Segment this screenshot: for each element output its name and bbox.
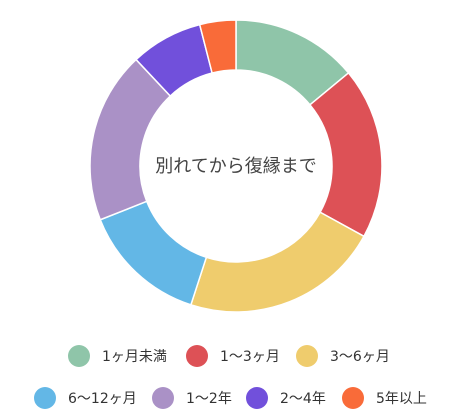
legend-swatch [296,345,318,367]
legend-item[interactable]: 5年以上 [342,386,427,410]
legend-item[interactable]: 1ヶ月未満 [68,344,167,368]
center-label: 別れてから復縁まで [155,156,316,177]
legend-label: 2〜4年 [280,391,326,407]
donut-svg: 別れてから復縁まで [89,19,383,313]
legend-swatch [342,387,364,409]
legend-label: 1〜3ヶ月 [220,349,280,365]
legend-label: 3〜6ヶ月 [330,349,390,365]
legend-row: 6〜12ヶ月 1〜2年 2〜4年 5年以上 [0,386,464,410]
legend-swatch [34,387,56,409]
legend-swatch [68,345,90,367]
legend-row: 1ヶ月未満 1〜3ヶ月 3〜6ヶ月 [0,344,464,368]
legend-swatch [246,387,268,409]
legend-item[interactable]: 2〜4年 [246,386,326,410]
legend-item[interactable]: 6〜12ヶ月 [34,386,137,410]
donut-slice-3[interactable] [189,211,365,313]
legend-label: 1〜2年 [186,391,232,407]
legend-label: 5年以上 [376,391,427,407]
legend-label: 1ヶ月未満 [102,349,167,365]
legend-item[interactable]: 1〜2年 [152,386,232,410]
donut-slice-7[interactable] [198,19,237,74]
legend-label: 6〜12ヶ月 [68,391,137,407]
legend-item[interactable]: 3〜6ヶ月 [296,344,390,368]
legend-swatch [152,387,174,409]
donut-slice-4[interactable] [99,200,208,306]
donut-chart: 別れてから復縁まで [89,19,383,313]
legend-swatch [186,345,208,367]
legend-item[interactable]: 1〜3ヶ月 [186,344,280,368]
